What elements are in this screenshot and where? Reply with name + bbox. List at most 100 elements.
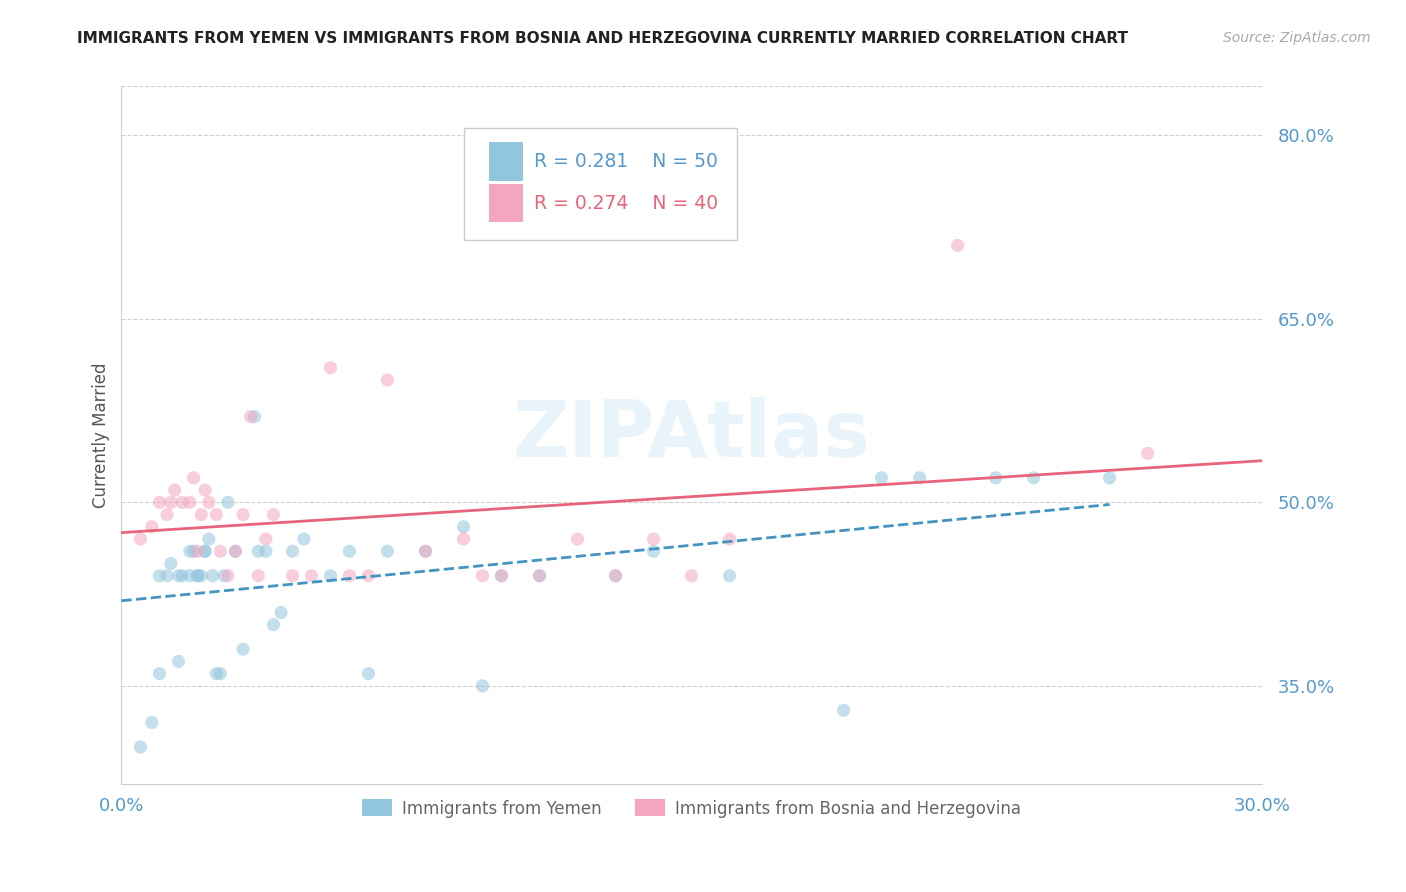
Point: [205, 666, 228, 681]
Point: [247, 544, 270, 558]
Point: [281, 568, 304, 582]
Point: [217, 568, 239, 582]
Point: [160, 557, 183, 571]
Point: [247, 568, 270, 582]
Point: [529, 568, 551, 582]
Point: [471, 568, 494, 582]
Point: [870, 471, 893, 485]
Point: [415, 544, 437, 558]
Point: [209, 666, 232, 681]
Point: [179, 544, 201, 558]
Point: [254, 544, 277, 558]
Point: [212, 568, 235, 582]
Point: [243, 409, 266, 424]
Text: R = 0.274    N = 40: R = 0.274 N = 40: [534, 194, 718, 212]
Point: [377, 373, 399, 387]
Point: [217, 495, 239, 509]
Point: [1022, 471, 1045, 485]
Point: [643, 532, 665, 546]
Point: [1136, 446, 1159, 460]
Point: [148, 568, 170, 582]
FancyBboxPatch shape: [464, 128, 737, 240]
Point: [339, 568, 361, 582]
Point: [681, 568, 703, 582]
Point: [357, 666, 380, 681]
Text: IMMIGRANTS FROM YEMEN VS IMMIGRANTS FROM BOSNIA AND HERZEGOVINA CURRENTLY MARRIE: IMMIGRANTS FROM YEMEN VS IMMIGRANTS FROM…: [77, 31, 1129, 46]
Point: [263, 617, 285, 632]
Point: [339, 544, 361, 558]
Point: [194, 544, 217, 558]
Point: [232, 508, 254, 522]
Point: [156, 568, 179, 582]
Point: [832, 703, 855, 717]
Point: [491, 568, 513, 582]
Point: [141, 715, 163, 730]
Point: [129, 532, 152, 546]
Point: [201, 568, 224, 582]
Point: [198, 495, 221, 509]
Text: R = 0.281    N = 50: R = 0.281 N = 50: [534, 152, 718, 171]
Point: [167, 568, 190, 582]
Point: [567, 532, 589, 546]
Point: [148, 666, 170, 681]
Y-axis label: Currently Married: Currently Married: [93, 362, 110, 508]
Point: [167, 654, 190, 668]
Point: [908, 471, 931, 485]
Point: [190, 508, 212, 522]
Point: [186, 568, 208, 582]
Text: Source: ZipAtlas.com: Source: ZipAtlas.com: [1223, 31, 1371, 45]
Point: [491, 568, 513, 582]
Point: [357, 568, 380, 582]
Point: [129, 739, 152, 754]
Point: [453, 520, 475, 534]
Point: [270, 606, 292, 620]
Point: [1098, 471, 1121, 485]
Text: ZIPAtlas: ZIPAtlas: [513, 397, 870, 473]
Point: [172, 568, 194, 582]
Point: [239, 409, 262, 424]
Point: [163, 483, 186, 497]
Point: [281, 544, 304, 558]
Point: [984, 471, 1007, 485]
Point: [605, 568, 627, 582]
Point: [190, 568, 212, 582]
Point: [186, 544, 208, 558]
Point: [183, 471, 205, 485]
Point: [319, 568, 342, 582]
Point: [263, 508, 285, 522]
Point: [453, 532, 475, 546]
Point: [198, 532, 221, 546]
Point: [377, 544, 399, 558]
Point: [605, 568, 627, 582]
Point: [194, 544, 217, 558]
Point: [471, 679, 494, 693]
Point: [172, 495, 194, 509]
Point: [718, 568, 741, 582]
Point: [141, 520, 163, 534]
Point: [224, 544, 246, 558]
Bar: [489, 142, 523, 180]
Point: [156, 508, 179, 522]
Point: [301, 568, 323, 582]
Point: [718, 532, 741, 546]
Point: [643, 544, 665, 558]
Point: [319, 360, 342, 375]
Point: [179, 568, 201, 582]
Point: [254, 532, 277, 546]
Point: [224, 544, 246, 558]
Point: [179, 495, 201, 509]
Bar: [489, 184, 523, 222]
Legend: Immigrants from Yemen, Immigrants from Bosnia and Herzegovina: Immigrants from Yemen, Immigrants from B…: [356, 793, 1028, 824]
Point: [292, 532, 315, 546]
Point: [946, 238, 969, 252]
Point: [529, 568, 551, 582]
Point: [415, 544, 437, 558]
Point: [209, 544, 232, 558]
Point: [160, 495, 183, 509]
Point: [232, 642, 254, 657]
Point: [186, 568, 208, 582]
Point: [183, 544, 205, 558]
Point: [148, 495, 170, 509]
Point: [205, 508, 228, 522]
Point: [194, 483, 217, 497]
